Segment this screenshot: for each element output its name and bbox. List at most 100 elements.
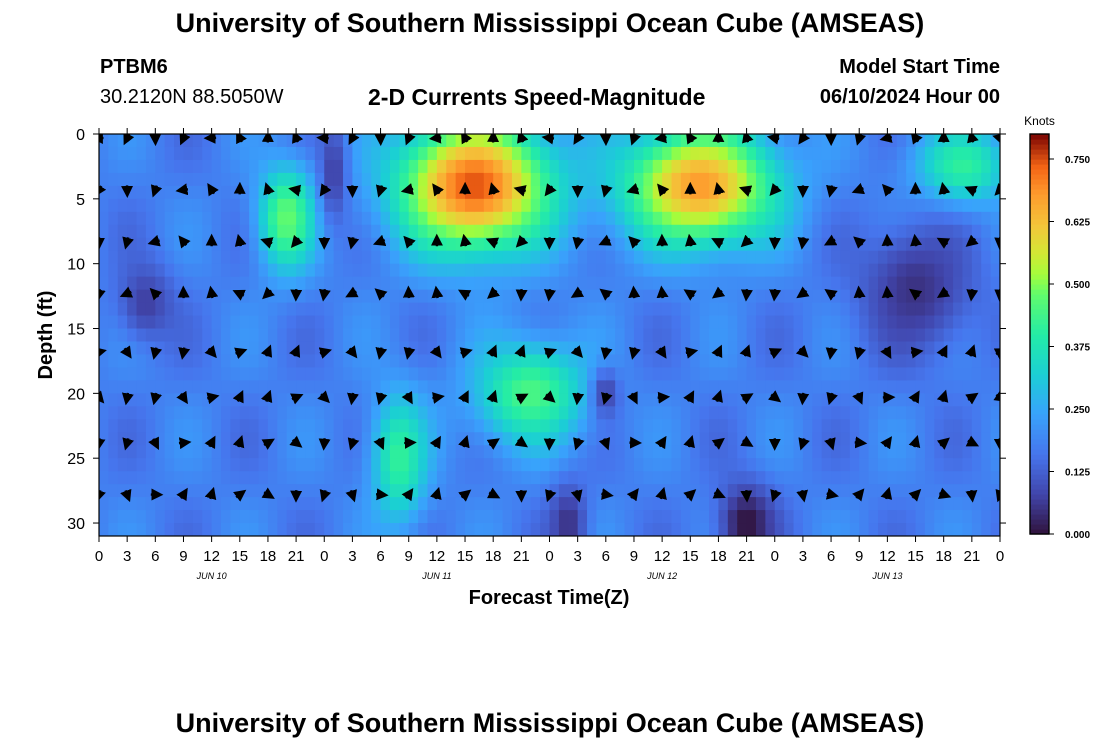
heat-cell [680,458,691,472]
colorbar-segment [1030,334,1049,340]
heat-cell [934,523,945,536]
heat-cell [333,458,344,472]
heat-cell [286,302,297,317]
heat-cell [690,289,701,304]
heat-cell [145,263,156,278]
heat-cell [877,471,888,485]
current-vector-arrow [122,236,134,250]
heat-cell [108,497,119,511]
heat-cell [662,237,673,252]
heat-cell [727,367,738,381]
colorbar-segment [1030,479,1049,485]
heat-cell [474,393,485,407]
heat-cell [408,172,419,187]
heat-cell [943,380,954,394]
heat-cell [831,510,842,524]
heat-cell [136,432,147,446]
current-vector-arrow [657,183,670,197]
heat-cell [699,276,710,291]
heat-cell [558,146,569,161]
heat-cell [577,302,588,317]
heat-cell [333,302,344,317]
current-vector-arrow [768,348,783,360]
heat-cell [174,367,185,381]
heat-cell [239,302,250,317]
heat-cell [953,510,964,524]
heat-cell [727,419,738,433]
current-vector-arrow [767,390,782,403]
heat-cell [249,445,260,459]
heat-cell [305,289,316,304]
heat-cell [211,134,222,148]
current-vector-arrow [769,183,782,197]
heat-cell [737,185,748,200]
heat-cell [755,458,766,472]
heat-cell [896,237,907,252]
current-vector-arrow [179,134,191,146]
x-tick-label: 9 [179,548,187,565]
heat-cell [465,185,476,200]
heat-cell [202,250,213,265]
heat-cell [690,224,701,239]
heat-cell [427,146,438,161]
heat-cell [267,341,278,356]
heat-cell [718,419,729,433]
heat-cell [136,198,147,213]
heat-cell [511,367,522,381]
heat-cell [408,263,419,278]
heat-cell [108,263,119,278]
heat-cell [380,250,391,265]
heat-cell [755,367,766,381]
heat-cell [540,523,551,536]
heat-cell [521,224,532,239]
heat-cell [361,172,372,187]
heat-cell [596,263,607,278]
heat-cell [812,134,823,148]
heat-cell [699,419,710,433]
heat-cell [981,134,992,148]
heat-cell [793,315,804,330]
heat-cell [389,367,400,381]
colorbar-segment [1030,269,1049,275]
heat-cell [174,354,185,369]
heat-cell [849,276,860,291]
heat-cell [953,406,964,420]
heat-cell [361,263,372,278]
heat-cell [465,393,476,407]
heat-cell [408,198,419,213]
heat-cell [483,237,494,252]
heat-cell [840,134,851,148]
heat-cell [540,302,551,317]
colorbar-segment [1030,474,1049,480]
current-vector-arrow [654,435,667,450]
heat-cell [221,445,231,459]
heat-cell [624,302,635,317]
heat-cell [277,432,288,446]
heat-cell [249,134,260,148]
heat-cell [446,367,457,381]
heat-cell [859,250,870,265]
current-vector-arrow [965,392,979,405]
heat-cell [774,445,785,459]
current-vector-arrow [99,183,107,197]
heat-cell [868,237,879,252]
heat-cell [615,263,626,278]
heat-cell [371,172,382,187]
current-vector-arrow [853,285,866,299]
heat-cell [877,302,888,317]
heat-cell [746,146,757,161]
heat-cell [577,250,588,265]
heat-cell [408,471,419,485]
heat-cell [896,341,907,356]
heat-cell [483,484,494,498]
heat-cell [765,497,776,511]
heat-cell [990,354,1000,369]
heat-cell [709,146,720,161]
heat-cell [737,458,748,472]
heat-cell [521,458,532,472]
heat-cell [418,134,429,148]
heat-cell [324,419,335,433]
heat-cell [249,406,260,420]
heat-cell [99,211,109,226]
heat-cell [849,328,860,343]
